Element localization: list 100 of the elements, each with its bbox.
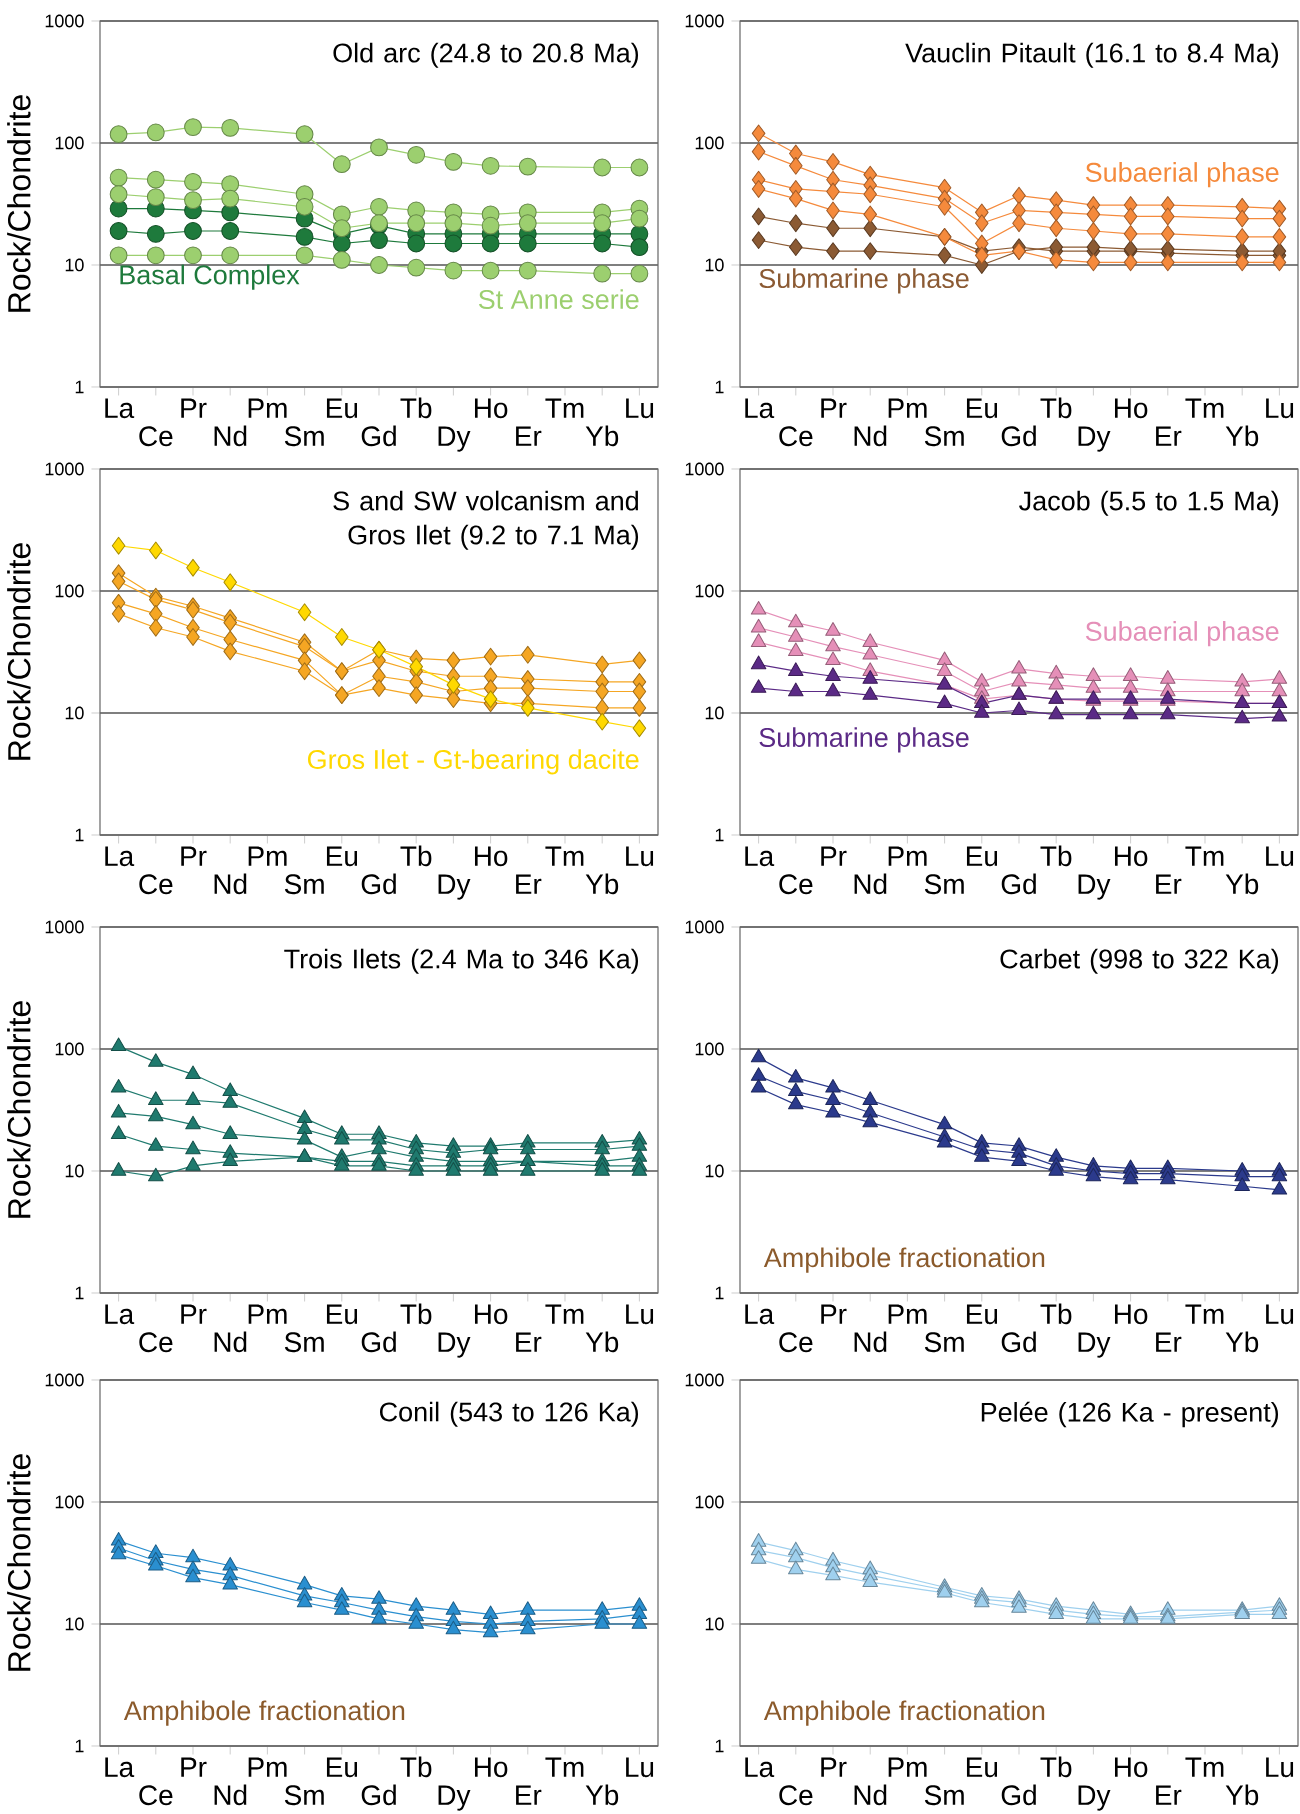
x-tick-label: Tm [545, 398, 584, 418]
y-tick-label: 1 [715, 380, 724, 394]
annotation: Amphibole fractionation [763, 1247, 1045, 1273]
y-tick-label: 10 [65, 258, 84, 272]
x-tick-label: Nd [214, 1331, 247, 1353]
x-tick-label: Eu [326, 1304, 358, 1325]
text: Old arc (24.8 to 20.8 Ma) [333, 42, 639, 68]
x-tick-label: Pr [821, 1757, 847, 1777]
x-tick-label: Pm [888, 846, 927, 866]
x-tick-label: La [105, 846, 135, 867]
x-tick-label: Er [516, 426, 542, 446]
x-tick-label: Tm [1185, 1757, 1224, 1777]
y-tick-label: 10 [65, 706, 84, 720]
text: Vauclin Pitault (16.1 to 8.4 Ma) [905, 42, 1279, 68]
x-tick-label: Eu [326, 1757, 358, 1778]
x-tick-label: Sm [924, 1785, 964, 1806]
x-tick-label: Pr [181, 1757, 207, 1777]
x-tick-label: Pr [821, 846, 847, 866]
x-tick-label: Gd [1001, 1784, 1036, 1806]
x-tick-label: Tm [545, 1757, 584, 1777]
x-tick-label: Dy [438, 426, 471, 452]
x-tick-label: Ce [779, 874, 813, 895]
x-tick-label: Tb [400, 845, 432, 867]
x-tick-label: Tm [1185, 846, 1224, 866]
x-tick-label: Dy [1078, 1785, 1111, 1811]
y-tick-label: 100 [695, 1042, 724, 1056]
annotation: Amphibole fractionation [123, 1700, 405, 1726]
y-tick-label: 100 [695, 1495, 724, 1509]
y-tick-label: 10 [65, 1617, 84, 1631]
x-tick-label: Tb [1040, 845, 1072, 867]
x-tick-label: Nd [854, 425, 887, 447]
x-tick-label: La [745, 398, 775, 419]
x-tick-label: La [745, 846, 775, 867]
x-tick-label: Pr [181, 1304, 207, 1324]
y-axis-title: Rock/Chondrite [7, 95, 31, 312]
x-tick-label: Dy [438, 874, 471, 900]
x-tick-label: Ce [779, 426, 813, 447]
x-tick-label: Tb [1040, 397, 1072, 419]
x-tick-label: Ce [139, 1785, 173, 1806]
x-tick-label: Er [1156, 426, 1182, 446]
x-tick-label: Lu [626, 846, 654, 867]
x-tick-label: Gd [361, 1784, 396, 1806]
x-tick-label: Er [1156, 1332, 1182, 1352]
x-tick-label: Nd [854, 1784, 887, 1806]
x-tick-label: Pr [181, 398, 207, 418]
y-tick-label: 10 [705, 258, 724, 272]
x-tick-label: Tb [1040, 1303, 1072, 1325]
x-tick-label: Ho [474, 1757, 508, 1778]
x-tick-label: Ho [1114, 398, 1148, 419]
x-tick-label: Pr [821, 1304, 847, 1324]
y-axis-title: Rock/Chondrite [7, 543, 31, 760]
x-tick-label: Lu [1266, 1304, 1294, 1325]
y-tick-label: 100 [55, 1495, 84, 1509]
x-tick-label: Sm [924, 1332, 964, 1353]
x-tick-label: Gd [361, 425, 396, 447]
text: S and SW volcanism and Gros Ilet (9.2 to 7.1 Ma) [333, 490, 639, 550]
y-tick-label: 100 [695, 136, 724, 150]
x-tick-label: Ce [139, 426, 173, 447]
x-tick-label: Yb [585, 873, 619, 895]
x-tick-label: Lu [626, 1757, 654, 1778]
x-tick-label: Gd [1001, 873, 1036, 895]
x-tick-label: Eu [966, 398, 998, 419]
y-tick-label: 1 [715, 1286, 724, 1300]
y-tick-label: 1 [75, 1286, 84, 1300]
x-tick-label: Ho [1114, 1304, 1148, 1325]
x-tick-label: Er [516, 1785, 542, 1805]
x-tick-label: Ce [779, 1785, 813, 1806]
x-tick-label: Ce [139, 874, 173, 895]
text: Jacob (5.5 to 1.5 Ma) [1019, 490, 1279, 516]
x-tick-label: Sm [924, 426, 964, 447]
x-tick-label: La [105, 398, 135, 419]
y-tick-label: 1000 [685, 1373, 724, 1387]
x-tick-label: Tb [400, 1756, 432, 1778]
series-label: Basal Complex [120, 264, 300, 290]
x-tick-label: Lu [1266, 398, 1294, 419]
y-tick-label: 100 [55, 584, 84, 598]
x-tick-label: Ho [1114, 846, 1148, 867]
series-label: Submarine phase [759, 268, 969, 294]
x-tick-label: Tb [400, 1303, 432, 1325]
text: Carbet (998 to 322 Ka) [1000, 948, 1279, 974]
x-tick-label: Pm [888, 1757, 927, 1777]
x-tick-label: Ho [474, 398, 508, 419]
y-tick-label: 1 [715, 828, 724, 842]
x-tick-label: Dy [1078, 874, 1111, 900]
x-tick-label: Sm [284, 1785, 324, 1806]
x-tick-label: Tm [1185, 398, 1224, 418]
x-tick-label: La [745, 1304, 775, 1325]
x-tick-label: Yb [1225, 1331, 1259, 1353]
x-tick-label: La [105, 1304, 135, 1325]
x-tick-label: Sm [284, 1332, 324, 1353]
x-tick-label: Sm [284, 874, 324, 895]
x-tick-label: Lu [626, 398, 654, 419]
x-tick-label: Pm [248, 846, 287, 866]
y-tick-label: 100 [55, 136, 84, 150]
x-tick-label: Eu [326, 846, 358, 867]
text: Trois Ilets (2.4 Ma to 346 Ka) [284, 948, 639, 974]
x-tick-label: Tm [1185, 1304, 1224, 1324]
x-tick-label: Dy [1078, 426, 1111, 452]
x-tick-label: Er [516, 1332, 542, 1352]
y-axis-title: Rock/Chondrite [7, 1001, 31, 1218]
